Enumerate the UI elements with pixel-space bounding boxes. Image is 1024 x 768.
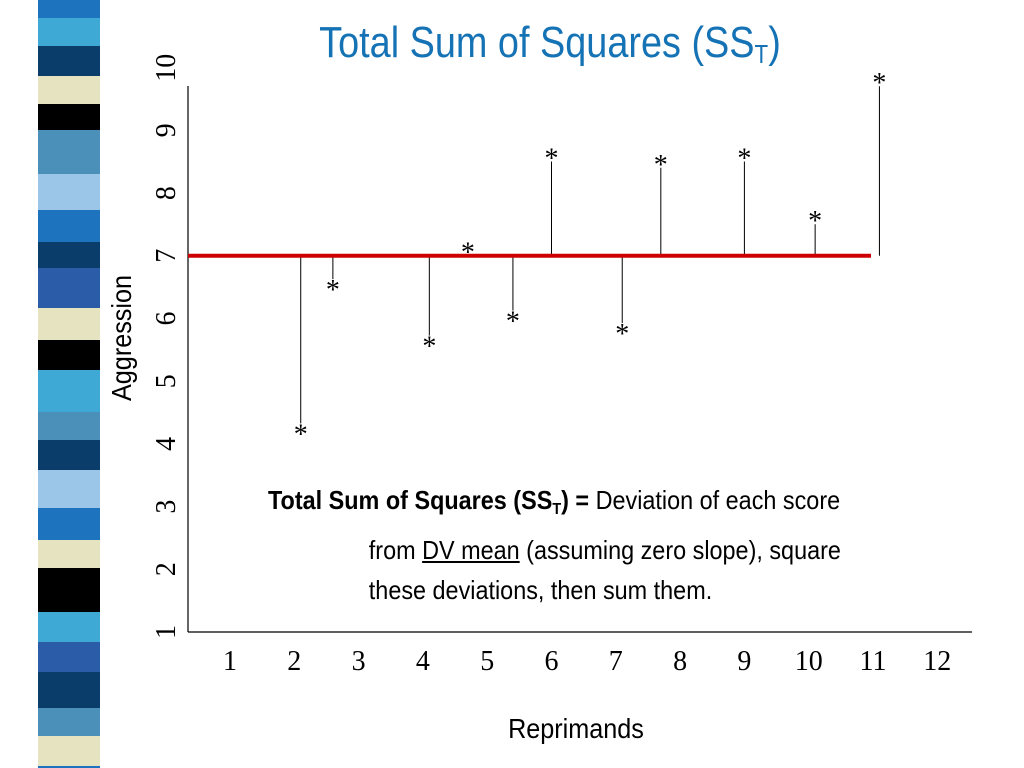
chart-axes (187, 86, 972, 633)
strip-block (38, 672, 100, 708)
definition-term: Total Sum of Squares (SST) = (268, 485, 590, 518)
x-tick-label: 2 (287, 646, 301, 677)
data-point-marker: * (506, 307, 520, 338)
y-tick-label: 2 (151, 562, 182, 576)
strip-block (38, 340, 100, 370)
decorative-side-strip (38, 0, 120, 768)
strip-block (38, 412, 100, 440)
data-point-marker: * (326, 275, 340, 306)
strip-block (38, 612, 100, 642)
data-point-marker: * (737, 143, 751, 174)
strip-block (38, 642, 100, 672)
strip-block (38, 508, 100, 540)
data-point-marker: * (461, 238, 475, 269)
strip-block (38, 210, 100, 242)
strip-block (38, 76, 100, 104)
x-tick-label: 6 (545, 646, 559, 677)
y-tick-label: 4 (151, 437, 182, 451)
y-tick-label: 3 (151, 500, 182, 514)
x-tick-label: 9 (737, 646, 751, 677)
y-tick-label: 6 (151, 312, 182, 326)
x-axis-title: Reprimands (508, 713, 644, 745)
strip-block (38, 18, 100, 46)
data-point-marker: * (294, 419, 308, 450)
x-tick-label: 4 (416, 646, 430, 677)
x-tick-labels: 1 2 3 4 5 6 7 8 9 10 11 12 (223, 646, 951, 677)
strip-block (38, 766, 100, 768)
y-tick-label: 1 (151, 625, 182, 639)
x-tick-label: 3 (352, 646, 366, 677)
strip-block (38, 540, 100, 568)
strip-block (38, 440, 100, 470)
y-tick-label: 8 (151, 186, 182, 200)
x-tick-label: 12 (923, 646, 951, 677)
strip-block (38, 0, 100, 18)
y-axis-title: Aggression (106, 275, 138, 401)
x-tick-label: 8 (673, 646, 687, 677)
x-tick-label: 7 (609, 646, 623, 677)
slide-title: Total Sum of Squares (SST) (319, 18, 781, 69)
data-points: * * * * * * * * * * * (294, 68, 887, 450)
strip-block (38, 370, 100, 412)
definition-annotation: Total Sum of Squares (SST) = Deviation o… (268, 480, 898, 610)
data-point-marker: * (422, 332, 436, 363)
strip-block (38, 268, 100, 308)
data-point-marker: * (872, 68, 886, 99)
definition-line-3: these deviations, then sum them. (368, 575, 713, 605)
strip-edge (100, 0, 120, 768)
deviation-lines (300, 86, 880, 424)
y-tick-label: 7 (151, 249, 182, 263)
data-point-marker: * (654, 150, 668, 181)
y-tick-label: 10 (151, 54, 182, 82)
data-point-marker: * (615, 319, 629, 350)
definition-line-1: Deviation of each score (589, 485, 841, 515)
x-tick-label: 1 (223, 646, 237, 677)
x-tick-label: 10 (795, 646, 823, 677)
strip-block (38, 174, 100, 210)
dv-mean-text: DV mean (422, 535, 520, 565)
strip-block (38, 130, 100, 174)
strip-block (38, 736, 100, 766)
strip-block (38, 470, 100, 508)
strip-block (38, 104, 100, 130)
y-tick-label: 5 (151, 374, 182, 388)
x-tick-label: 5 (480, 646, 494, 677)
x-tick-label: 11 (860, 646, 887, 677)
y-tick-label: 9 (151, 123, 182, 137)
strip-block (38, 568, 100, 612)
y-tick-labels: 1 2 3 4 5 6 7 8 9 10 (151, 54, 182, 639)
definition-line-2: from DV mean (assuming zero slope), squa… (368, 535, 841, 565)
strip-block (38, 46, 100, 76)
strip-block (38, 308, 100, 340)
data-point-marker: * (808, 206, 822, 237)
strip-block (38, 242, 100, 268)
strip-block (38, 708, 100, 736)
data-point-marker: * (545, 143, 559, 174)
